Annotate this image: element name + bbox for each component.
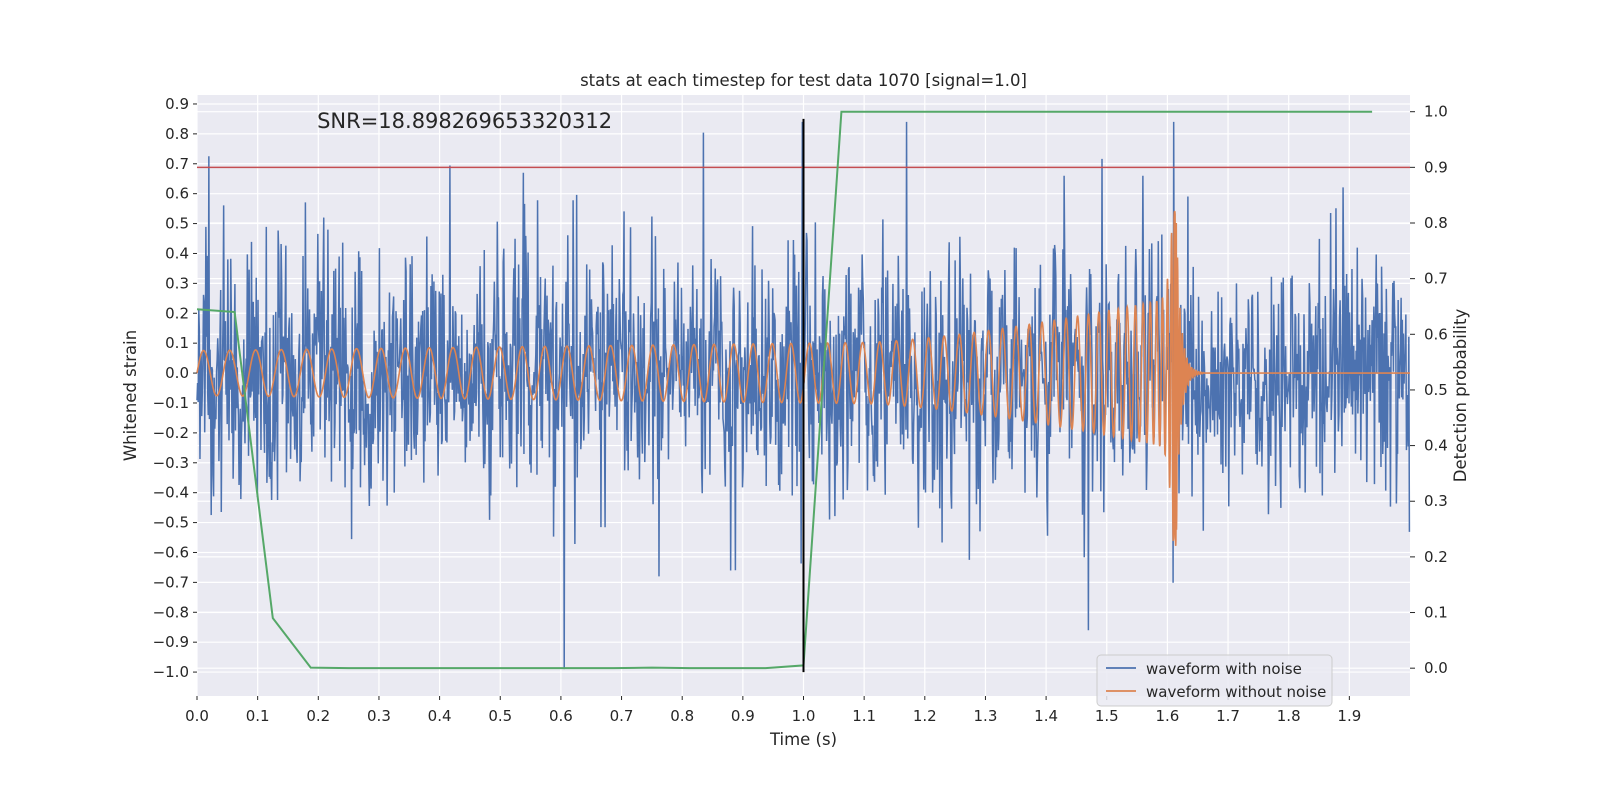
x-tick-label: 1.4: [1034, 707, 1058, 725]
y-tick-label: −0.5: [153, 514, 189, 532]
y2-tick-label: 0.3: [1424, 492, 1448, 510]
y2-axis-ticks: 1.0 0.9 0.8 0.7 0.6 0.5 0.4 0.3 0.2 0.1 0.0: [1410, 103, 1448, 677]
y-tick-label: 0.0: [165, 364, 189, 382]
x-tick-label: 0.6: [549, 707, 573, 725]
x-tick-label: 0.9: [731, 707, 755, 725]
legend-entry-clean: waveform without noise: [1146, 683, 1326, 701]
legend-entry-noise: waveform with noise: [1146, 660, 1302, 678]
y2-tick-label: 0.5: [1424, 381, 1448, 399]
y-axis-ticks: 0.9 0.8 0.7 0.6 0.5 0.4 0.3 0.2 0.1 0.0 −0.1 −0.2 −0…: [153, 95, 197, 681]
y-tick-label: 0.2: [165, 304, 189, 322]
x-tick-label: 1.2: [913, 707, 937, 725]
x-tick-label: 0.7: [610, 707, 634, 725]
y-tick-label: −0.4: [153, 484, 189, 502]
x-tick-label: 1.9: [1337, 707, 1361, 725]
x-tick-label: 1.7: [1216, 707, 1240, 725]
y-tick-label: 0.4: [165, 244, 189, 262]
y2-tick-label: 0.4: [1424, 437, 1448, 455]
y-tick-label: 0.5: [165, 215, 189, 233]
x-tick-label: 0.8: [670, 707, 694, 725]
y2-axis-label: Detection probability: [1451, 309, 1470, 483]
x-tick-label: 1.0: [792, 707, 816, 725]
y2-tick-label: 0.2: [1424, 548, 1448, 566]
legend: waveform with noise waveform without noi…: [1096, 654, 1333, 707]
x-tick-label: 1.1: [852, 707, 876, 725]
y-tick-label: 0.6: [165, 185, 189, 203]
x-tick-label: 1.8: [1277, 707, 1301, 725]
y2-tick-label: 0.0: [1424, 659, 1448, 677]
legend-box: [1096, 654, 1333, 707]
snr-annotation: SNR=18.898269653320312: [317, 109, 612, 133]
x-tick-label: 0.4: [428, 707, 452, 725]
y2-tick-label: 0.7: [1424, 270, 1448, 288]
y-tick-label: −0.6: [153, 543, 189, 561]
y-tick-label: 0.7: [165, 155, 189, 173]
y-axis-label: Whitened strain: [121, 330, 140, 461]
y2-tick-label: 0.8: [1424, 214, 1448, 232]
y-tick-label: −0.1: [153, 394, 189, 412]
y-tick-label: 0.9: [165, 95, 189, 113]
x-tick-label: 0.3: [367, 707, 391, 725]
x-tick-label: 1.3: [974, 707, 998, 725]
x-tick-label: 1.6: [1155, 707, 1179, 725]
y2-tick-label: 0.1: [1424, 604, 1448, 622]
x-tick-label: 0.1: [246, 707, 270, 725]
y-tick-label: 0.1: [165, 334, 189, 352]
y2-tick-label: 0.9: [1424, 158, 1448, 176]
x-tick-label: 1.5: [1095, 707, 1119, 725]
x-tick-label: 0.0: [185, 707, 209, 725]
y2-tick-label: 0.6: [1424, 325, 1448, 343]
chart-title: stats at each timestep for test data 107…: [580, 71, 1027, 90]
x-axis-label: Time (s): [769, 730, 837, 749]
y-tick-label: −0.7: [153, 573, 189, 591]
series-line-detection-probability: [196, 110, 1373, 670]
x-tick-label: 0.5: [488, 707, 512, 725]
y-tick-label: −0.9: [153, 633, 189, 651]
y-tick-label: 0.3: [165, 274, 189, 292]
y-tick-label: −1.0: [153, 663, 189, 681]
series-layer: [196, 110, 1411, 673]
y2-tick-label: 1.0: [1424, 103, 1448, 121]
x-tick-label: 0.2: [306, 707, 330, 725]
x-axis-ticks: 0.0 0.1 0.2 0.3 0.4 0.5 0.6 0.7 0.8 0.9 1.0 1.1 1.2 1…: [185, 696, 1361, 725]
y-tick-label: 0.8: [165, 125, 189, 143]
y-tick-label: −0.8: [153, 603, 189, 621]
y-tick-label: −0.2: [153, 424, 189, 442]
y-tick-label: −0.3: [153, 454, 189, 472]
